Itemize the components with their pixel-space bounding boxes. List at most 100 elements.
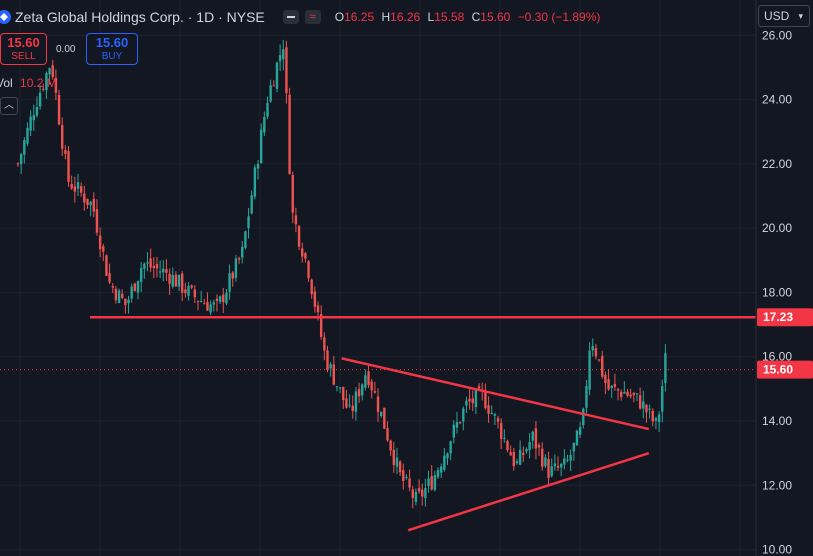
candle-body: [439, 466, 443, 473]
candle-body: [29, 116, 32, 131]
candle-body: [405, 476, 408, 478]
candle-body: [105, 255, 108, 276]
current-price-label: 15.60: [763, 363, 793, 377]
candle-body: [291, 175, 294, 213]
candle-body: [563, 458, 566, 465]
candle-body: [648, 408, 651, 410]
candle-body: [443, 455, 446, 470]
candle-body: [493, 414, 497, 416]
candle-body: [354, 391, 358, 412]
candle-body: [553, 463, 557, 467]
hide-indicator-icon[interactable]: [282, 10, 299, 24]
candle-body: [218, 296, 222, 302]
chevron-up-icon: ︿: [4, 100, 14, 111]
candle-body: [319, 314, 323, 337]
wave-icon[interactable]: ≈: [304, 10, 321, 24]
spread-value: 0.00: [56, 44, 76, 55]
candle-body: [430, 476, 433, 490]
candle-body: [114, 288, 118, 301]
candle-body: [348, 404, 351, 406]
y-tick-label: 10.00: [762, 543, 792, 556]
candle-body: [121, 293, 124, 298]
candle-body: [54, 77, 58, 93]
currency-select[interactable]: USD ▾: [758, 5, 810, 27]
candle-body: [73, 186, 77, 192]
candle-body: [19, 153, 23, 165]
candle-body: [316, 305, 320, 313]
candle-body: [250, 195, 253, 214]
candle-body: [332, 364, 336, 385]
volume-label: Vol: [0, 76, 13, 90]
sell-button[interactable]: 15.60 SELL: [0, 33, 47, 65]
candle-body: [601, 355, 604, 377]
candle-body: [351, 405, 354, 411]
open-value: 16.25: [344, 10, 375, 24]
candle-body: [638, 395, 642, 409]
candle-body: [657, 414, 661, 423]
candle-body: [307, 261, 310, 279]
candle-body: [269, 85, 272, 102]
candle-body: [629, 394, 632, 397]
candle-body: [619, 391, 623, 397]
candle-body: [462, 408, 465, 422]
candle-body: [364, 375, 367, 388]
candle-body: [23, 140, 26, 155]
chevron-down-icon: ▾: [798, 11, 803, 21]
candle-body: [234, 258, 238, 278]
candle-body: [111, 286, 114, 288]
currency-label: USD: [764, 9, 790, 23]
buy-price: 15.60: [95, 35, 129, 50]
candle-body: [130, 286, 133, 299]
candle-body: [256, 163, 260, 169]
collapse-legend-button[interactable]: ︿: [0, 97, 18, 115]
candle-body: [402, 470, 405, 481]
candle-body: [177, 274, 181, 287]
candle-body: [127, 299, 130, 304]
candle-body: [338, 387, 342, 389]
candle-body: [108, 273, 111, 283]
candle-body: [661, 386, 664, 412]
candle-body: [86, 198, 89, 205]
candle-body: [297, 226, 301, 247]
candle-body: [199, 301, 203, 303]
candle-body: [376, 396, 380, 413]
candle-body: [525, 449, 528, 452]
candle-body: [578, 427, 582, 435]
candle-body: [92, 198, 95, 212]
candle-body: [411, 489, 414, 498]
volume-value: 10.2 M: [20, 76, 57, 90]
candle-body: [38, 92, 42, 107]
candle-body: [651, 410, 654, 422]
candle-body: [367, 371, 370, 386]
candle-body: [282, 49, 285, 60]
candle-body: [181, 273, 184, 293]
candle-body: [42, 88, 45, 90]
candle-body: [474, 390, 478, 408]
candle-body: [67, 151, 70, 182]
candle-body: [278, 55, 282, 62]
candle-body: [259, 129, 263, 164]
candle-body: [664, 353, 667, 383]
candle-body: [222, 294, 225, 303]
trendline-upper: [341, 357, 650, 431]
sell-label: SELL: [11, 51, 36, 62]
candle-body: [89, 201, 92, 206]
candle-body: [206, 301, 209, 311]
candle-body: [155, 264, 159, 269]
high-key: H: [381, 10, 391, 24]
candle-body: [244, 231, 247, 248]
candle-body: [184, 289, 187, 294]
symbol-title[interactable]: Zeta Global Holdings Corp. · 1D · NYSE: [15, 9, 265, 25]
candle-body: [597, 359, 601, 361]
candle-body: [518, 449, 522, 465]
symbol-logo-icon: [0, 10, 11, 24]
low-value: 15.58: [434, 10, 465, 24]
candle-body: [275, 62, 279, 89]
candle-body: [547, 458, 550, 478]
high-value: 16.26: [390, 10, 421, 24]
buy-button[interactable]: 15.60 BUY: [86, 33, 138, 65]
candle-body: [323, 337, 326, 351]
candle-body: [541, 448, 544, 467]
candle-body: [102, 246, 105, 252]
